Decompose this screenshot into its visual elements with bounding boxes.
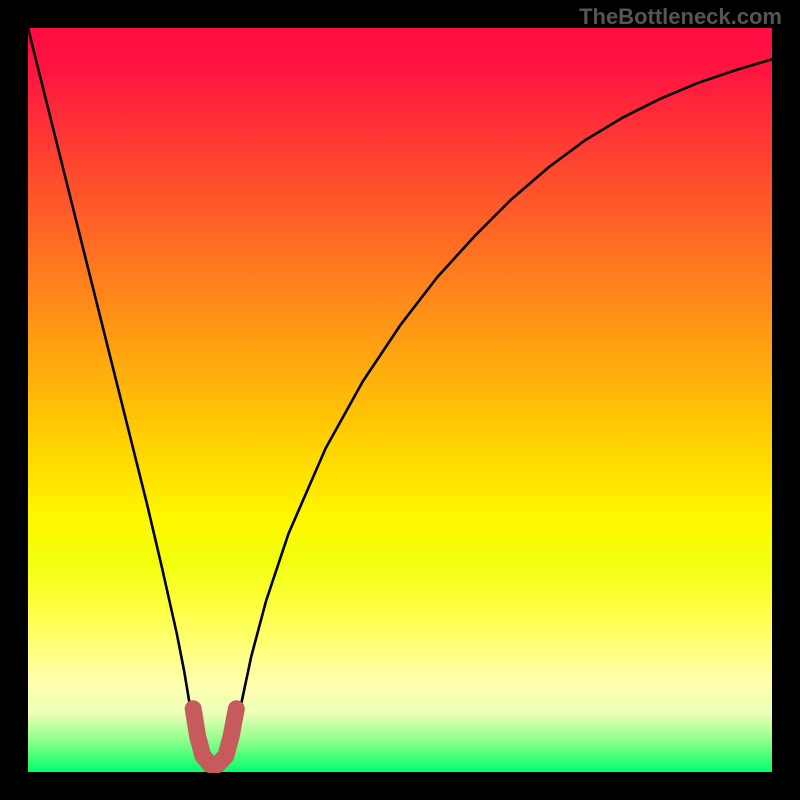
watermark-text: TheBottleneck.com	[579, 4, 782, 30]
chart-container: TheBottleneck.com	[0, 0, 800, 800]
bottleneck-chart	[0, 0, 800, 800]
